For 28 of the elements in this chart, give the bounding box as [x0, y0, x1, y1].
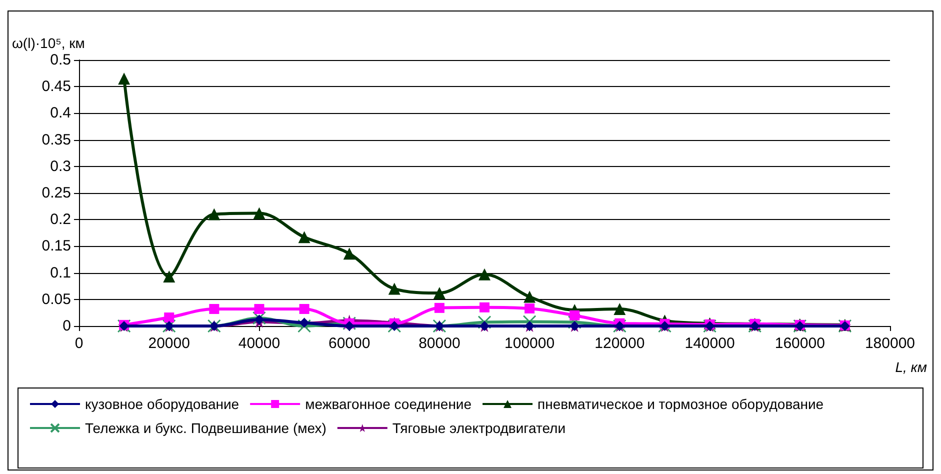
x-tick-label: 120000: [594, 335, 645, 352]
y-axis-title: ω(l)·10⁵, км: [12, 35, 85, 51]
x-tick-label: 0: [74, 335, 84, 352]
y-tick-label: 0.1: [50, 264, 71, 282]
y-tick-label: 0: [62, 318, 71, 334]
y-tick-label: 0.4: [50, 104, 71, 122]
y-tick-label: 0.2: [50, 211, 71, 228]
x-tick-label: 80000: [418, 335, 460, 352]
y-tick-label: 0.45: [42, 78, 71, 96]
x-tick-label: 180000: [864, 335, 916, 352]
x-tick-label: 20000: [148, 335, 190, 352]
legend-label: пневматическое и тормозное оборудование: [538, 396, 824, 412]
x-tick-label: 60000: [328, 335, 370, 352]
y-tick-label: 0.5: [50, 52, 71, 68]
x-axis-title: L, км: [895, 359, 928, 375]
y-tick-label: 0.35: [42, 131, 71, 148]
x-tick-label: 40000: [238, 335, 280, 352]
legend-label: Тяговые электродвигатели: [392, 420, 566, 436]
x-tick-label: 140000: [684, 335, 735, 352]
x-tick-label: 160000: [774, 335, 825, 352]
y-tick-label: 0.05: [42, 290, 71, 308]
y-tick-label: 0.25: [42, 184, 71, 202]
legend-label: Тележка и букс. Подвешивание (мех): [85, 420, 326, 436]
legend-label: кузовное оборудование: [85, 396, 240, 412]
y-tick-label: 0.3: [50, 158, 71, 175]
x-tick-label: 100000: [504, 335, 555, 352]
legend-label: межвагонное соединение: [305, 396, 472, 412]
y-tick-label: 0.15: [42, 238, 71, 255]
